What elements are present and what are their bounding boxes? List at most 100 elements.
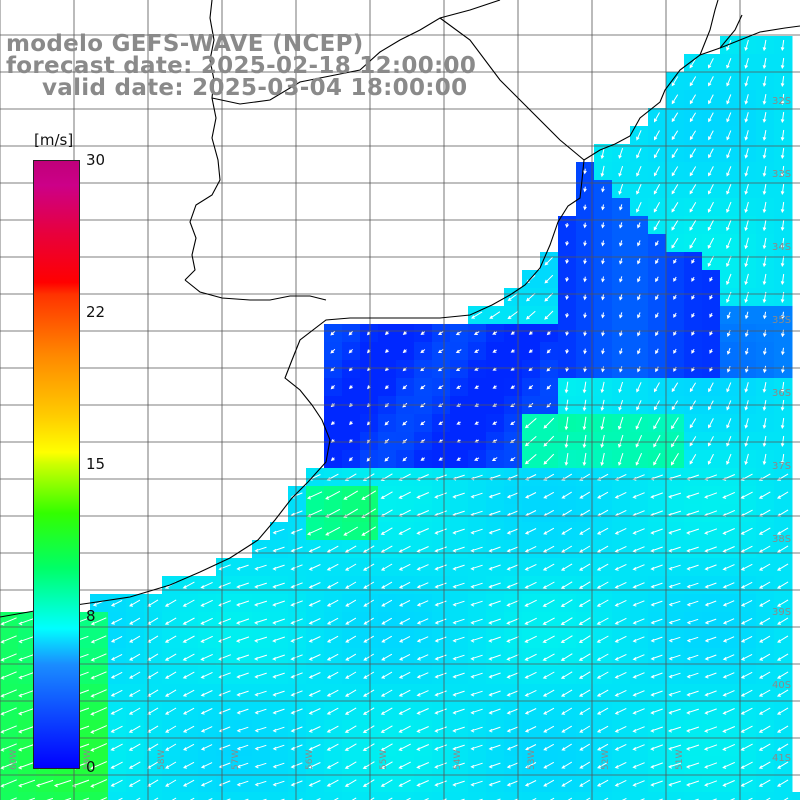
wind-arrow [542,545,555,553]
wind-arrow [315,798,321,800]
wind-arrow [434,654,447,661]
wind-arrow [200,762,213,769]
wind-arrow [90,707,107,716]
wind-arrow [704,546,717,553]
wind-arrow [90,635,107,644]
wind-arrow [762,365,767,374]
wind-arrow [218,672,231,679]
wind-arrow [740,617,753,625]
wind-arrow [164,671,177,679]
lagoon-path [699,0,743,56]
lat-label: 41S [772,753,791,764]
wind-arrow [236,582,249,589]
wind-arrow [744,347,749,356]
wind-arrow [10,797,17,800]
wind-arrow [758,707,771,715]
wind-arrow [528,385,534,390]
wind-arrow [704,780,718,787]
wind-arrow [128,707,141,715]
wind-arrow [254,708,267,715]
wind-arrow [416,726,429,733]
wind-arrow [583,204,587,211]
wind-arrow [153,797,159,800]
wind-arrow [420,384,426,390]
wind-arrow [740,491,753,499]
wind-arrow [525,744,537,751]
wind-arrow [437,349,444,353]
wind-arrow [578,635,591,643]
wind-cell [540,792,559,800]
wind-arrow [704,672,717,679]
wind-arrow [416,618,429,625]
wind-arrow [632,600,645,607]
wind-arrow [18,671,35,680]
wind-arrow [780,57,785,70]
wind-arrow [564,434,569,449]
wind-arrow [488,672,501,679]
wind-arrow [722,743,736,751]
wind-arrow [492,385,497,389]
wind-arrow [583,186,587,193]
wind-arrow [420,421,426,426]
wind-arrow [308,672,321,679]
wind-arrow [744,382,749,393]
wind-arrow [780,453,785,466]
wind-arrow [272,726,285,733]
wind-arrow [543,453,555,465]
wind-arrow [452,546,465,553]
wind-arrow [632,780,645,787]
wind-arrow [601,276,605,283]
wind-arrow [272,690,285,697]
wind-arrow [653,453,661,466]
wind-arrow [452,618,465,625]
wind-arrow [650,762,663,769]
wind-arrow [290,564,303,571]
wind-arrow [90,653,107,662]
wind-arrow [722,654,735,661]
wind-arrow [632,582,645,589]
wind-arrow [653,148,660,159]
wind-arrow [564,453,569,466]
wind-arrow [506,780,519,787]
wind-arrow [632,690,645,697]
wind-arrow [668,564,681,571]
wind-arrow [200,581,213,589]
lon-label: 60W [9,750,19,770]
wind-arrow [704,708,717,715]
wind-arrow [456,457,461,461]
wind-arrow [254,672,267,679]
wind-arrow [362,779,375,787]
wind-arrow [744,273,749,286]
wind-arrow [325,490,341,500]
wind-arrow [254,600,268,607]
wind-arrow [474,385,479,389]
wind-arrow [685,762,700,769]
wind-arrow [689,58,697,69]
wind-arrow [655,312,659,319]
wind-arrow [543,527,555,535]
wind-arrow [416,564,429,571]
wind-arrow [637,222,641,229]
wind-arrow [524,454,537,465]
forecast-date-label: forecast date: 2025-02-18 12:00:00 [6,53,477,79]
wind-arrow [182,635,195,643]
wind-arrow [182,653,195,661]
wind-arrow [726,39,732,51]
wind-arrow [488,690,501,697]
wind-arrow [655,330,659,337]
wind-arrow [326,635,339,643]
wind-arrow [117,797,123,800]
wind-arrow [456,421,461,425]
wind-arrow [46,797,54,800]
wind-arrow [0,617,17,626]
wind-arrow [596,707,609,715]
wind-arrow [653,382,660,393]
wind-arrow [416,672,429,679]
river-uruguay-path [184,0,221,281]
wind-arrow [434,600,447,607]
wind-arrow [726,219,732,232]
wind-arrow [618,452,624,466]
wind-arrow [524,599,537,607]
wind-arrow [582,381,587,394]
wind-arrow [565,294,569,301]
